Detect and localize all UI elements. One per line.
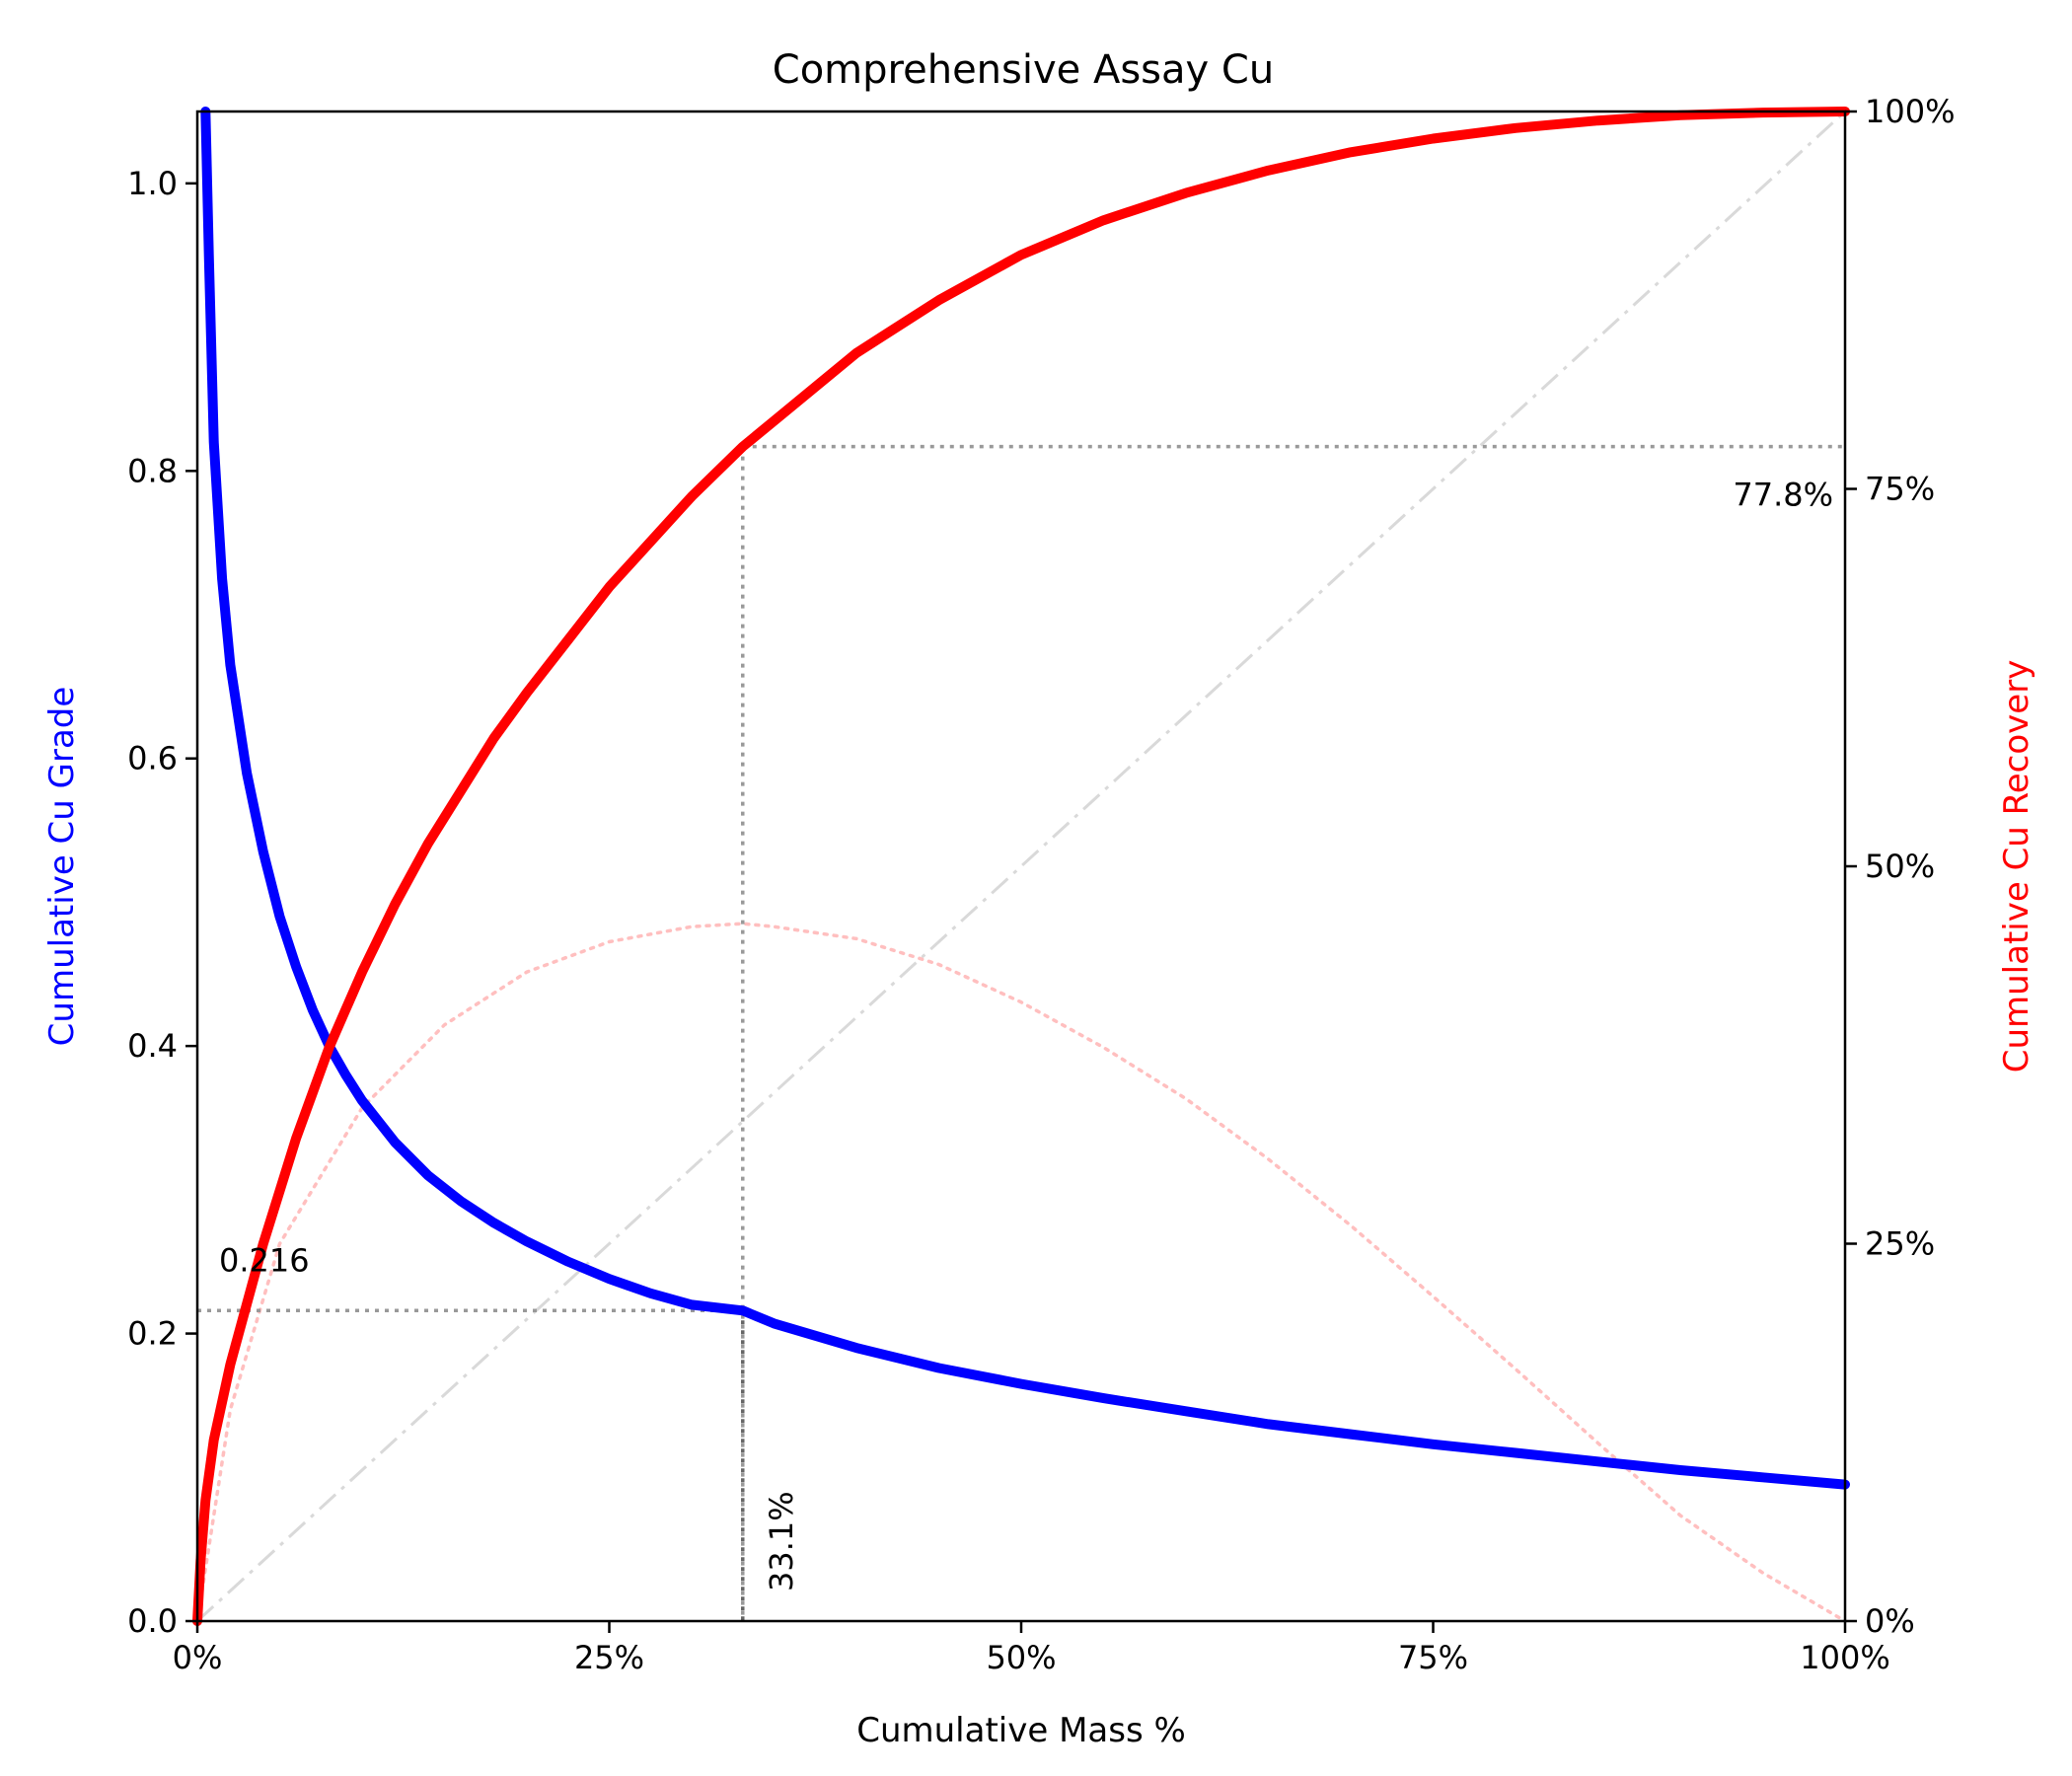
recovery-curve xyxy=(192,107,1850,1626)
y-right-tick-label: 75% xyxy=(1865,471,1935,508)
chart-title: Comprehensive Assay Cu xyxy=(773,47,1274,93)
y-left-tick-label: 0.0 xyxy=(127,1602,178,1640)
y-right-tick-label: 100% xyxy=(1865,93,1955,130)
y-left-tick-label: 1.0 xyxy=(127,165,178,202)
y-axis-right-label: Cumulative Cu Recovery xyxy=(1997,660,2036,1073)
y-left-tick-label: 0.6 xyxy=(127,740,178,777)
plot-area xyxy=(192,107,1850,1626)
y-left-tick-label: 0.2 xyxy=(127,1315,178,1353)
y-right-tick-label: 50% xyxy=(1865,848,1935,885)
annotations: 0.216 77.8% 33.1% xyxy=(219,477,1833,1591)
recovery-annotation: 77.8% xyxy=(1733,477,1833,514)
axis-ticks: 0% 25% 50% 75% 100% 0.0 0.2 0.4 0.6 0.8 1.0 0% 25% 50… xyxy=(127,93,1955,1676)
grade-curve xyxy=(200,107,1850,1490)
separation-curve xyxy=(195,922,1847,1623)
x-tick-label: 75% xyxy=(1398,1639,1468,1676)
grade-annotation: 0.216 xyxy=(219,1241,310,1279)
x-axis-label: Cumulative Mass % xyxy=(856,1711,1186,1750)
y-left-tick-label: 0.4 xyxy=(127,1027,178,1065)
x-tick-label: 25% xyxy=(574,1639,644,1676)
x-tick-label: 0% xyxy=(173,1639,223,1676)
y-axis-left-label: Cumulative Cu Grade xyxy=(42,687,82,1047)
y-left-tick-label: 0.8 xyxy=(127,452,178,489)
x-tick-label: 50% xyxy=(986,1639,1056,1676)
y-right-tick-label: 25% xyxy=(1865,1225,1935,1263)
x-tick-label: 100% xyxy=(1800,1639,1889,1676)
mass-annotation: 33.1% xyxy=(763,1491,800,1591)
y-right-tick-label: 0% xyxy=(1865,1602,1915,1640)
